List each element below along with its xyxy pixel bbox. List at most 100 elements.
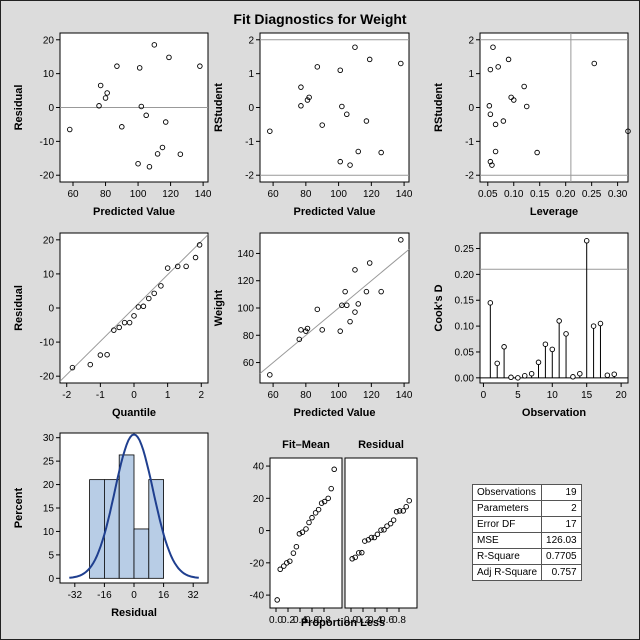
data-point [366,260,373,266]
histogram-bar [148,479,165,579]
stat-row: Observations 19 [471,484,582,501]
cooks-d-point [583,238,590,244]
y-tick-label: 40 [253,462,265,473]
data-point [352,44,358,50]
stat-row: MSE 126.03 [471,532,582,549]
data-point [131,313,137,319]
x-tick-label: -2 [62,390,71,401]
y-tick-label: -20 [40,372,55,383]
data-point [298,103,304,109]
data-point [500,118,507,124]
stat-value: 2 [541,500,582,517]
data-point [192,254,199,261]
residual-histogram-chart: -32 -16 0 16 32 0 5 10 15 20 25 30 Residual Percent [13,432,209,619]
x-tick-label: 20 [616,390,628,401]
data-point [183,263,189,270]
x-tick-label: 140 [396,390,413,401]
y-tick-label: 0 [248,103,254,114]
x-tick-label: -16 [97,590,112,601]
plot-area [344,457,418,609]
y-tick-label: 20 [43,235,55,246]
x-tick-label: 0.8 [317,615,331,626]
x-tick-label: 15 [581,390,593,401]
data-point [306,94,312,101]
cooks-d-point [590,323,597,329]
plot-area [269,457,343,609]
obs-vs-pred-chart: 60 80 100 120 140 60 80 100 120 140 Predicted Valu… [213,232,413,419]
data-point [314,306,321,313]
data-point [284,560,290,566]
data-point [158,283,164,289]
y-tick-label: -40 [250,591,265,602]
x-tick-label: 0.8 [392,615,406,626]
y-tick-label: 10 [43,69,55,80]
data-point [352,309,358,315]
data-point [319,327,325,333]
resid-vs-pred-chart: 60 80 100 120 140 -20 -10 0 10 20 Predicted Value R… [13,32,212,218]
x-tick-label: 5 [515,390,521,401]
data-point [321,498,328,505]
x-tick-label: 0.10 [504,189,524,200]
data-point [177,151,184,157]
data-point [490,44,496,50]
data-point [363,118,370,124]
data-point [362,538,368,544]
data-point [114,63,120,69]
x-tick-label: 140 [396,189,413,200]
stat-value: 126.03 [541,532,582,549]
data-point [337,158,343,165]
data-point [521,83,527,90]
x-tick-label: 100 [130,189,147,200]
y-tick-label: 0.20 [455,270,475,281]
data-point [523,103,530,110]
data-point [352,554,358,561]
x-tick-label: 140 [195,189,212,200]
normal-density-curve [69,433,199,579]
data-point [390,517,397,523]
y-tick-label: -10 [40,338,55,349]
cooks-d-point [508,374,514,381]
y-tick-label: 20 [43,480,55,491]
x-tick-label: 120 [162,189,179,200]
cooks-d-point [515,375,521,381]
data-point [492,121,499,128]
data-point [511,97,517,103]
fit-statistics-table: Observations 19 Parameters 2 Error DF 17 MS… [471,484,582,581]
data-point [298,327,304,333]
data-point [406,497,412,504]
x-tick-label: 120 [363,189,380,200]
data-point [287,558,293,564]
y-tick-label: 10 [43,527,55,538]
x-axis-label: Leverage [530,206,578,218]
data-point [337,328,343,334]
y-tick-label: 0.05 [455,347,475,358]
data-point [489,162,495,168]
rstudent-vs-pred-chart: 60 80 100 120 140 -2 -1 0 1 2 Predicted Value RStud… [213,32,413,218]
data-point [277,566,283,573]
y-axis-label: RStudent [213,83,225,132]
data-point [104,90,110,96]
data-point [371,534,378,541]
data-point [486,103,493,109]
histogram-bar [133,528,150,579]
y-tick-label: -2 [465,171,474,182]
x-tick-label: 0 [131,390,137,401]
y-tick-label: -10 [40,137,55,148]
x-tick-label: 1 [165,390,171,401]
data-point [274,597,280,603]
data-point [303,526,309,532]
data-point [314,64,321,70]
data-point [111,327,117,333]
data-point [306,519,312,526]
data-point [355,301,361,307]
data-point [296,531,303,537]
data-point [400,508,406,514]
x-tick-label: 10 [547,390,559,401]
data-point [344,111,350,118]
stat-row: Error DF 17 [471,516,582,533]
x-tick-label: 0 [481,390,487,401]
data-point [347,162,353,168]
data-point [197,63,203,69]
